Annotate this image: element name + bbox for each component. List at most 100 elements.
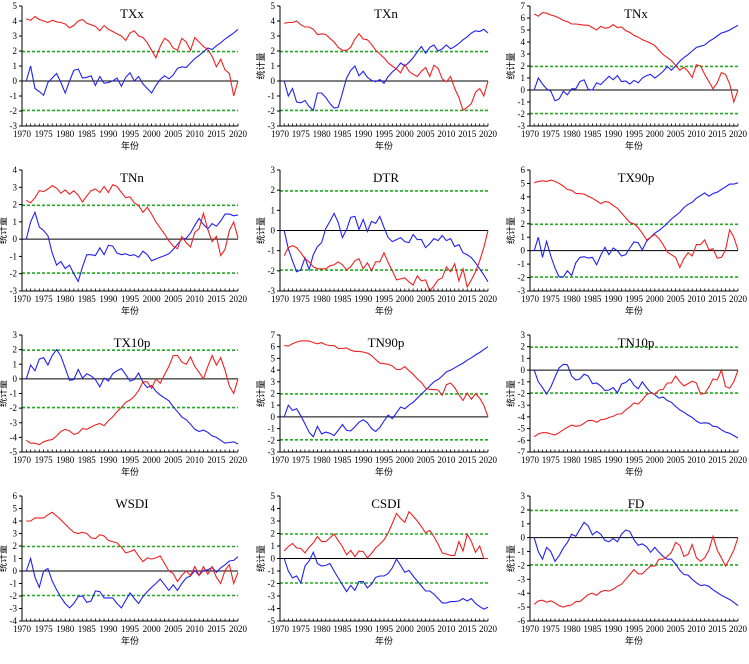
y-tick-label: -1	[518, 547, 526, 557]
chart-title-tx90p: TX90p	[618, 170, 655, 185]
x-tick-label: 1975	[542, 294, 561, 304]
x-tick-label: 1980	[56, 624, 75, 634]
series-ub-line	[534, 179, 739, 269]
y-tick-label: 4	[271, 16, 276, 26]
chart-title-fd: FD	[628, 496, 645, 511]
x-tick-label: 2020	[229, 624, 248, 634]
x-tick-label: 2010	[437, 294, 456, 304]
x-tick-label: 1975	[542, 129, 561, 139]
y-tick-label: 3	[271, 165, 276, 175]
x-tick-label: 2000	[143, 129, 162, 139]
x-tick-label: 2000	[646, 455, 665, 465]
y-tick-label: -1	[518, 97, 526, 107]
x-tick-label: 2015	[458, 129, 477, 139]
x-tick-label: 2010	[687, 129, 706, 139]
x-tick-label: 1995	[121, 129, 140, 139]
x-tick-label: 1970	[521, 624, 540, 634]
y-tick-label: 2	[521, 219, 526, 229]
x-tick-label: 1995	[375, 294, 394, 304]
x-tick-label: 2005	[164, 624, 183, 634]
y-tick-label: 3	[271, 516, 276, 526]
panel-dtr: -3 -2 -1 0 1 2 3 1970 1975 1980 1985 1990 1995 2000 20…	[250, 164, 499, 329]
x-tick-label: 1970	[521, 129, 540, 139]
x-tick-label: 1975	[35, 455, 54, 465]
y-tick-label: -3	[268, 447, 276, 457]
y-tick-label: 7	[271, 330, 276, 340]
y-tick-label: 0	[271, 76, 276, 86]
x-tick-label: 1975	[292, 129, 311, 139]
y-tick-label: 2	[271, 185, 276, 195]
y-tick-label: -2	[268, 106, 276, 116]
x-tick-label: 1970	[271, 129, 290, 139]
x-tick-label: 2005	[667, 624, 686, 634]
x-tick-label: 2010	[186, 294, 205, 304]
x-tick-label: 1975	[542, 455, 561, 465]
x-tick-label: 2005	[417, 455, 436, 465]
y-tick-label: -3	[268, 591, 276, 601]
x-tick-label: 1990	[354, 624, 373, 634]
chart-title-tn90p: TN90p	[368, 335, 405, 350]
x-tick-label: 1990	[604, 129, 623, 139]
y-tick-label: -2	[518, 389, 526, 399]
x-tick-label: 2015	[207, 294, 226, 304]
x-tick-label: 2015	[207, 455, 226, 465]
x-tick-label: 1975	[292, 624, 311, 634]
y-tick-label: 3	[521, 49, 526, 59]
x-tick-label: 1995	[121, 624, 140, 634]
y-tick-label: 6	[13, 491, 18, 501]
y-tick-label: -3	[268, 121, 276, 131]
x-tick-label: 2015	[458, 294, 477, 304]
x-tick-label: 1970	[521, 455, 540, 465]
panel-wsdi: -4 -3 -2 -1 0 1 2 3 4 5 6 1970 1975 1980 1985 1990 1995 2…	[0, 490, 249, 659]
x-axis-label: 年份	[375, 635, 393, 646]
x-tick-label: 1985	[583, 455, 602, 465]
x-tick-label: 1990	[354, 129, 373, 139]
x-tick-label: 2000	[396, 294, 415, 304]
y-tick-label: 1	[521, 73, 526, 83]
x-tick-label: 1975	[35, 129, 54, 139]
x-tick-label: 1970	[271, 624, 290, 634]
y-tick-label: -2	[268, 579, 276, 589]
y-tick-label: -4	[10, 432, 18, 442]
y-tick-label: 2	[521, 505, 526, 515]
y-tick-label: 0	[271, 226, 276, 236]
panel-csdi: -5 -4 -3 -2 -1 0 1 2 3 4 5 1970 1975 1980 1985 1990 1995…	[250, 490, 499, 659]
panel-txx: -3 -2 -1 0 1 2 3 4 5 1970 1975 1980 1985 1990 1995 2000…	[0, 0, 249, 164]
y-tick-label: 3	[521, 330, 526, 340]
series-ub-line	[26, 511, 239, 586]
y-tick-label: 0	[271, 554, 276, 564]
y-tick-label: 0	[13, 374, 18, 384]
x-tick-label: 1985	[78, 294, 97, 304]
y-tick-label: 4	[271, 504, 276, 514]
panel-tx90p: -3 -2 -1 0 1 2 3 4 5 6 1970 1975 1980 1985 1990 1995 200…	[500, 164, 749, 329]
x-tick-label: 1990	[99, 455, 118, 465]
x-tick-label: 2020	[729, 294, 748, 304]
y-tick-label: -6	[518, 616, 526, 626]
x-tick-label: 1970	[13, 624, 32, 634]
series-ub-line	[284, 340, 489, 418]
chart-title-txn: TXn	[374, 6, 398, 21]
y-tick-label: 3	[13, 529, 18, 539]
x-tick-label: 1995	[625, 294, 644, 304]
y-tick-label: 4	[271, 365, 276, 375]
y-tick-label: 4	[521, 37, 526, 47]
y-tick-label: 3	[13, 31, 18, 41]
y-tick-label: -1	[10, 91, 18, 101]
x-tick-label: 1980	[313, 129, 332, 139]
series-ub-line	[26, 184, 239, 257]
x-tick-label: 2015	[458, 455, 477, 465]
x-tick-label: 2020	[479, 624, 498, 634]
chart-title-tnx: TNx	[624, 6, 648, 21]
x-tick-label: 2015	[207, 129, 226, 139]
y-tick-label: 2	[521, 342, 526, 352]
y-tick-label: -3	[518, 121, 526, 131]
y-tick-label: 2	[13, 46, 18, 56]
y-tick-label: -2	[10, 591, 18, 601]
x-tick-label: 1980	[313, 624, 332, 634]
y-tick-label: 2	[271, 46, 276, 56]
x-tick-label: 1975	[292, 455, 311, 465]
y-tick-label: 4	[13, 165, 18, 175]
